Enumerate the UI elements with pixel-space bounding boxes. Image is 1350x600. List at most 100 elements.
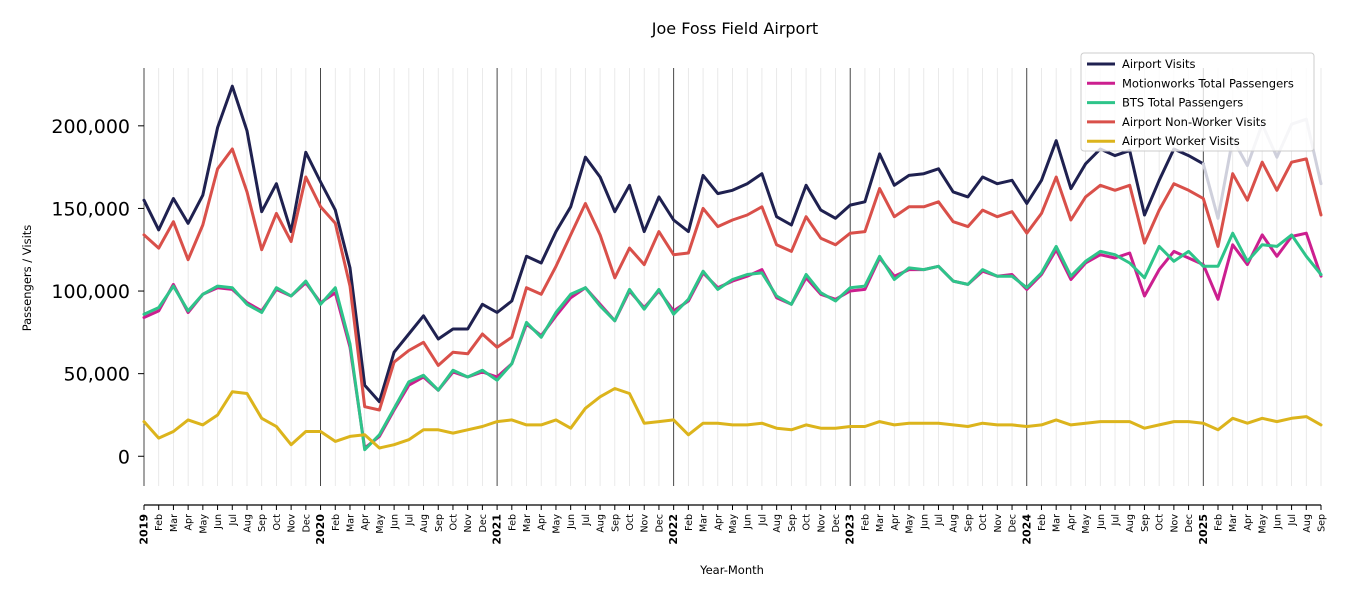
x-tick-label-month: Jul [757, 514, 768, 526]
x-axis: 2019 Feb Mar Apr May Jun Jul Aug Sep Oct Nov Dec 202… [138, 504, 1328, 545]
x-tick-label-month: May [1258, 514, 1269, 534]
x-tick-label-month: Feb [860, 514, 871, 531]
x-tick-label-month: Sep [787, 514, 798, 532]
x-tick-label-month: Apr [713, 514, 724, 531]
x-tick-label-month: Nov [816, 514, 827, 533]
x-tick-label-month: Dec [654, 514, 665, 532]
series-line-airport-non-worker-visits [142, 147, 1323, 412]
x-tick-label-month: Aug [772, 514, 783, 533]
x-tick-label-month: Jun [390, 514, 401, 530]
x-tick-label-month: Feb [154, 514, 165, 531]
x-tick-label-month: Oct [1155, 514, 1166, 531]
y-axis-label: Passengers / Visits [20, 225, 34, 332]
legend-label: Airport Worker Visits [1122, 134, 1240, 148]
x-tick-label-month: Oct [802, 514, 813, 531]
x-tick-label-month: Apr [360, 514, 371, 531]
legend: Airport Visits Motionworks Total Passenge… [1080, 52, 1315, 152]
x-tick-label-month: Nov [463, 514, 474, 533]
x-tick-label-month: Jun [919, 514, 930, 530]
x-tick-label-month: Mar [169, 514, 180, 532]
x-tick-label-month: Feb [331, 514, 342, 531]
x-tick-label-month: Mar [699, 514, 710, 532]
x-tick-label-month: Oct [448, 514, 459, 531]
series-line-airport-worker-visits [142, 387, 1323, 450]
x-tick-label-month: Jul [1111, 514, 1122, 526]
x-tick-label-month: Nov [993, 514, 1004, 533]
x-tick-label-month: Jun [566, 514, 577, 530]
x-tick-label-year: 2023 [844, 514, 857, 545]
legend-label: Motionworks Total Passengers [1122, 76, 1294, 90]
x-tick-label-month: May [728, 514, 739, 534]
x-tick-label-month: Aug [596, 514, 607, 533]
x-tick-label-month: Mar [875, 514, 886, 532]
series-line-airport-visits [142, 84, 1205, 404]
x-tick-label-month: May [905, 514, 916, 534]
x-tick-label-month: Mar [522, 514, 533, 532]
x-tick-label-year: 2020 [314, 514, 327, 545]
y-tick-label: 0 [118, 446, 130, 468]
x-tick-label-month: Jul [934, 514, 945, 526]
x-tick-label-month: Dec [301, 514, 312, 532]
x-tick-label-month: Apr [537, 514, 548, 531]
x-tick-label-month: Oct [272, 514, 283, 531]
legend-label: BTS Total Passengers [1122, 96, 1243, 110]
series-line-bts-total-passengers [142, 231, 1323, 452]
x-tick-label-year: 2022 [667, 514, 680, 545]
y-tick-label: 50,000 [64, 364, 130, 386]
x-tick-label-month: Dec [478, 514, 489, 532]
x-tick-label-year: 2021 [491, 514, 504, 545]
x-tick-label-month: Jun [1096, 514, 1107, 530]
y-axis: 0 50,000 100,000 150,000 200,000 [51, 116, 144, 468]
x-tick-label-month: Apr [1066, 514, 1077, 531]
x-tick-label-month: Nov [640, 514, 651, 533]
x-tick-label-month: Nov [287, 514, 298, 533]
x-tick-label-month: Sep [1140, 514, 1151, 532]
x-tick-label-month: Aug [419, 514, 430, 533]
x-tick-label-month: Mar [1052, 514, 1063, 532]
x-tick-label-month: Feb [684, 514, 695, 531]
x-tick-label-month: Aug [242, 514, 253, 533]
gridlines [143, 68, 1322, 486]
x-tick-label-month: Oct [978, 514, 989, 531]
x-tick-label-month: Nov [1169, 514, 1180, 533]
series-lines [142, 84, 1323, 452]
legend-label: Airport Visits [1122, 57, 1196, 71]
x-tick-label-month: Dec [1008, 514, 1019, 532]
x-tick-label-month: Sep [434, 514, 445, 532]
x-tick-label-month: Jul [404, 514, 415, 526]
x-tick-label-month: Jun [743, 514, 754, 530]
x-tick-label-month: Feb [507, 514, 518, 531]
x-tick-label-month: Aug [949, 514, 960, 533]
x-tick-label-month: Jul [1287, 514, 1298, 526]
y-tick-label: 150,000 [51, 198, 130, 220]
x-tick-label-month: Sep [1317, 514, 1328, 532]
x-tick-label-month: Jun [1272, 514, 1283, 530]
x-tick-label-month: Aug [1125, 514, 1136, 533]
x-tick-label-month: Jul [581, 514, 592, 526]
x-tick-label-month: Sep [963, 514, 974, 532]
x-tick-label-month: Oct [625, 514, 636, 531]
x-tick-label-month: Dec [1184, 514, 1195, 532]
x-tick-label-month: Feb [1214, 514, 1225, 531]
x-tick-label-month: May [551, 514, 562, 534]
x-tick-label-month: May [198, 514, 209, 534]
x-tick-label-month: Mar [1228, 514, 1239, 532]
chart-title: Joe Foss Field Airport [651, 19, 818, 38]
y-tick-label: 100,000 [51, 281, 130, 303]
x-tick-label-year: 2019 [138, 514, 151, 545]
x-tick-label-year: 2024 [1020, 514, 1033, 545]
x-tick-label-month: Mar [345, 514, 356, 532]
legend-box [1080, 52, 1315, 152]
x-tick-label-month: Apr [890, 514, 901, 531]
x-tick-label-month: Aug [1302, 514, 1313, 533]
x-tick-label-month: Jun [213, 514, 224, 530]
y-tick-label: 200,000 [51, 116, 130, 138]
x-tick-label-month: Apr [184, 514, 195, 531]
x-tick-label-month: May [375, 514, 386, 534]
x-tick-label-month: Dec [831, 514, 842, 532]
x-tick-label-year: 2025 [1197, 514, 1210, 545]
x-tick-label-month: Feb [1037, 514, 1048, 531]
x-tick-label-month: Apr [1243, 514, 1254, 531]
x-tick-label-month: Sep [257, 514, 268, 532]
x-tick-label-month: Jul [228, 514, 239, 526]
